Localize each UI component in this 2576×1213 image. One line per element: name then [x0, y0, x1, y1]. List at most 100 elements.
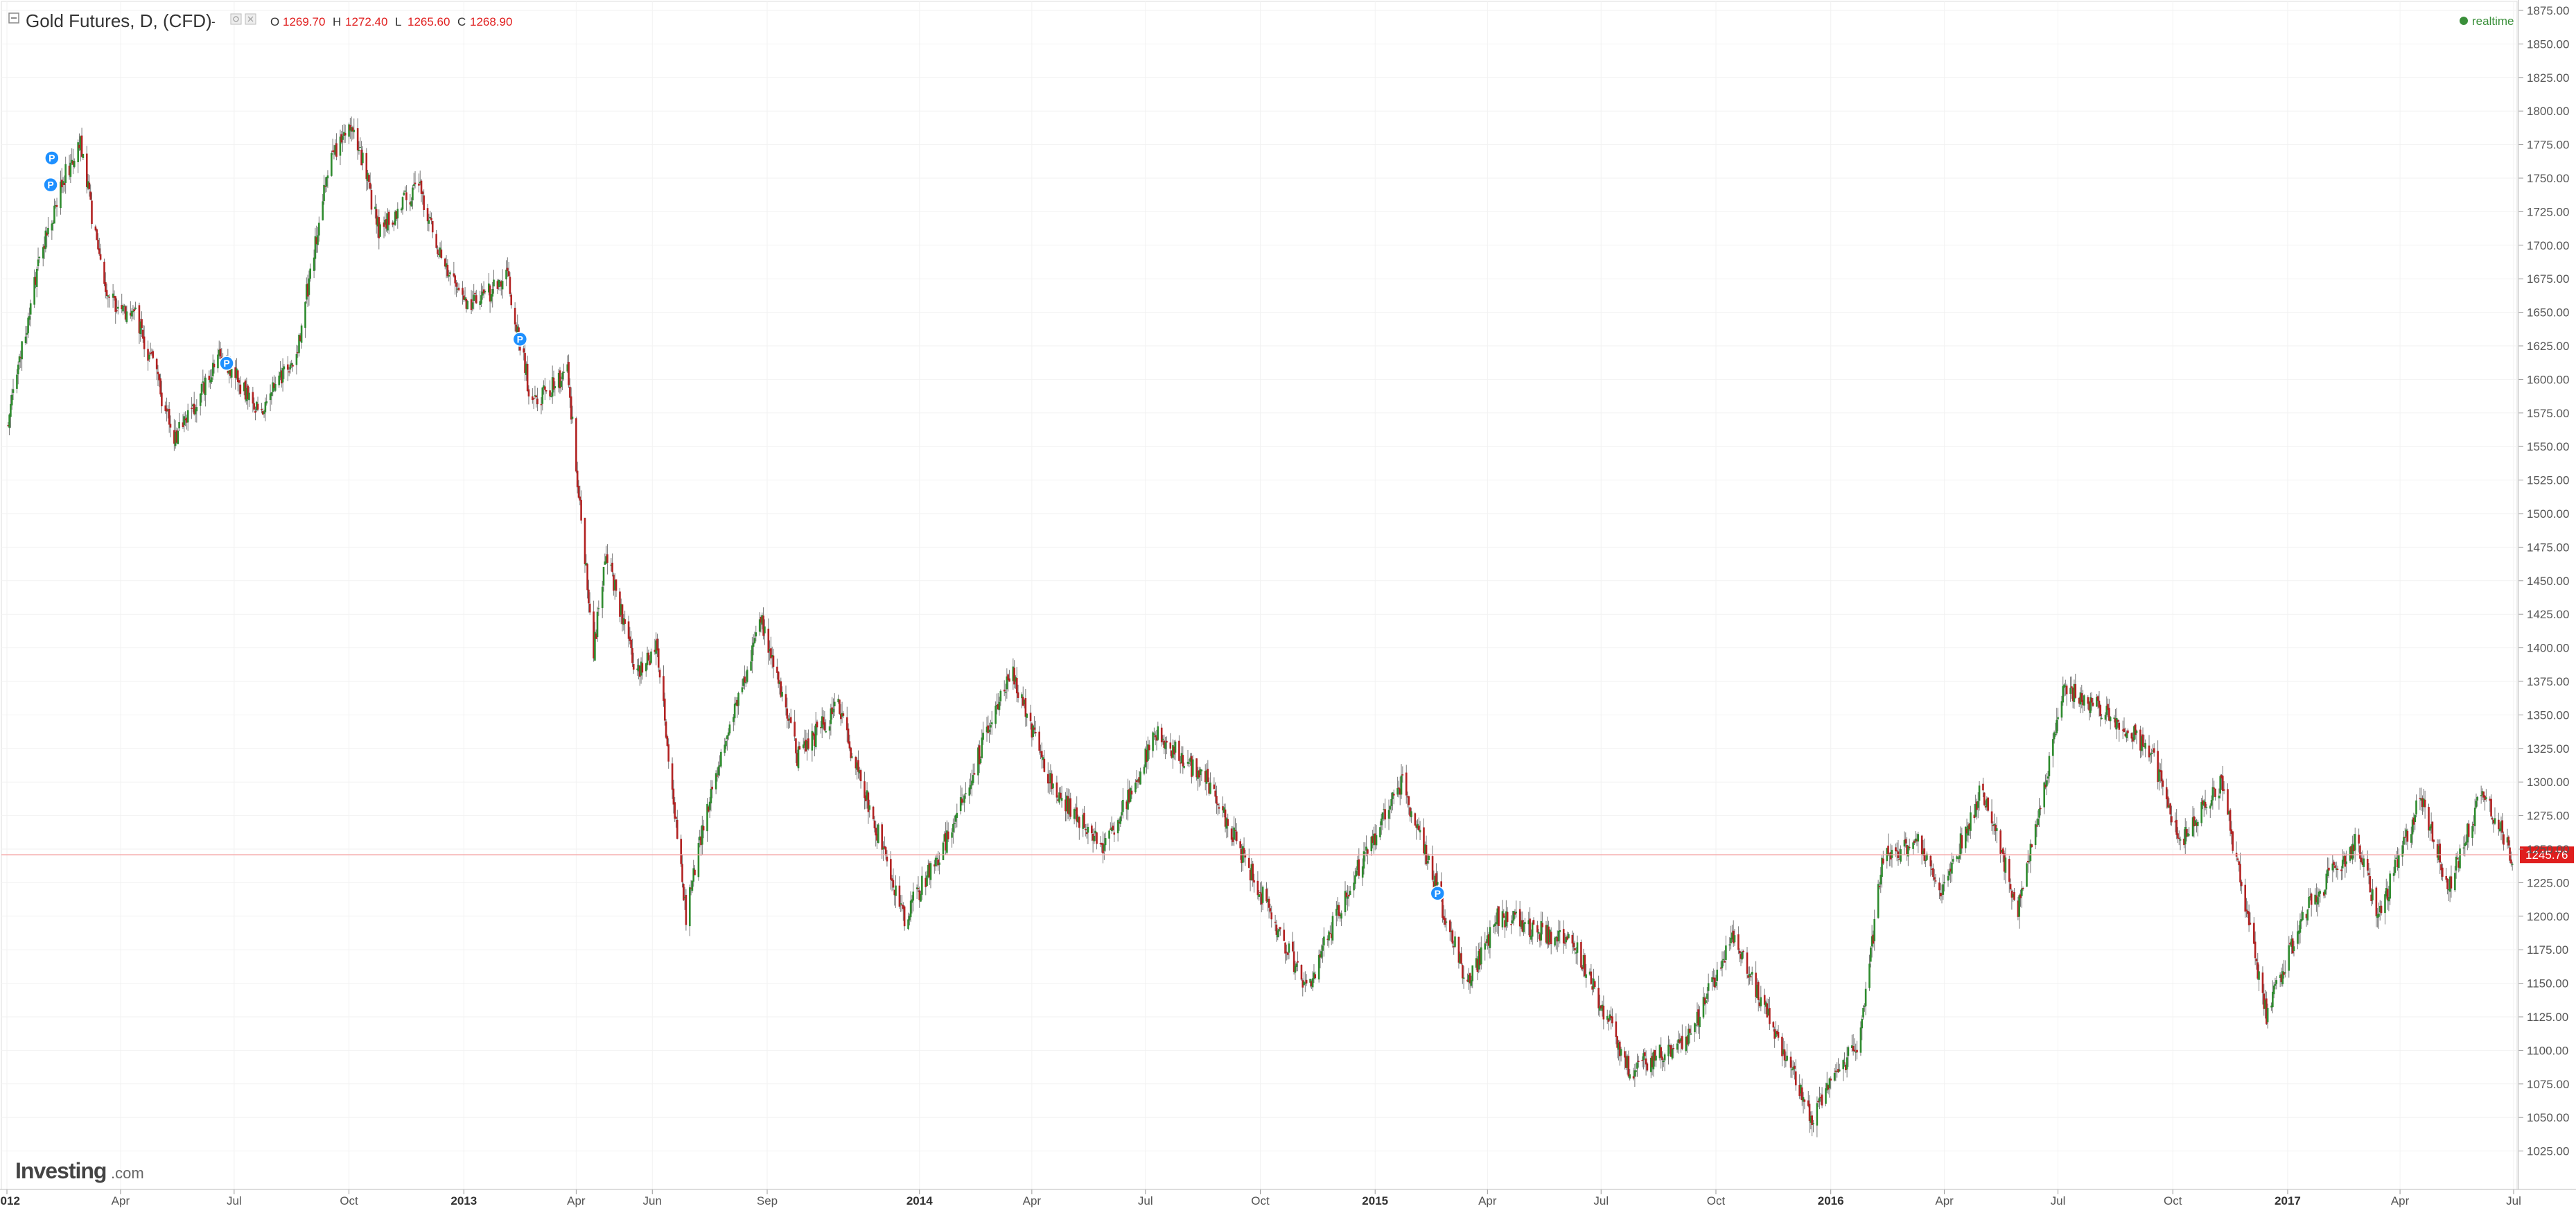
- candle-body[interactable]: [881, 824, 884, 850]
- candle-body[interactable]: [1155, 737, 1158, 741]
- candle-body[interactable]: [1076, 807, 1078, 822]
- candle-body[interactable]: [157, 372, 159, 374]
- candle-body[interactable]: [290, 363, 292, 366]
- candle-body[interactable]: [1207, 769, 1209, 783]
- candle-body[interactable]: [2351, 844, 2354, 860]
- candle-body[interactable]: [2363, 858, 2365, 867]
- candle-body[interactable]: [421, 191, 424, 195]
- candle-body[interactable]: [47, 227, 49, 235]
- candle-body[interactable]: [499, 281, 501, 283]
- candle-body[interactable]: [777, 671, 780, 684]
- candle-body[interactable]: [97, 240, 99, 250]
- candle-body[interactable]: [1968, 823, 1970, 830]
- candle-body[interactable]: [1599, 1006, 1601, 1011]
- candle-body[interactable]: [193, 403, 195, 414]
- candle-body[interactable]: [847, 728, 850, 744]
- candle-body[interactable]: [1331, 916, 1334, 941]
- candle-body[interactable]: [1541, 923, 1543, 927]
- candle-body[interactable]: [1239, 841, 1241, 848]
- candle-body[interactable]: [1087, 827, 1089, 833]
- candle-body[interactable]: [465, 299, 468, 309]
- candle-body[interactable]: [234, 367, 236, 378]
- candle-body[interactable]: [1154, 735, 1157, 738]
- candle-body[interactable]: [1952, 859, 1954, 862]
- candle-body[interactable]: [2462, 847, 2465, 849]
- candle-body[interactable]: [1163, 740, 1166, 748]
- candle-body[interactable]: [280, 370, 283, 384]
- candle-body[interactable]: [1914, 838, 1917, 842]
- candle-body[interactable]: [2274, 984, 2277, 986]
- candle-body[interactable]: [1462, 977, 1465, 979]
- candle-body[interactable]: [368, 175, 370, 182]
- candle-body[interactable]: [1003, 689, 1006, 692]
- candle-body[interactable]: [1278, 929, 1280, 932]
- candle-body[interactable]: [979, 758, 982, 763]
- candle-body[interactable]: [1836, 1071, 1838, 1072]
- candle-body[interactable]: [326, 175, 329, 179]
- candle-body[interactable]: [710, 788, 712, 804]
- candle-body[interactable]: [2414, 814, 2416, 823]
- candle-body[interactable]: [858, 770, 861, 774]
- candle-body[interactable]: [2467, 823, 2469, 843]
- candle-body[interactable]: [1453, 945, 1455, 948]
- candle-body[interactable]: [428, 220, 430, 224]
- candle-body[interactable]: [2475, 801, 2478, 808]
- candle-body[interactable]: [1566, 936, 1568, 940]
- candle-body[interactable]: [369, 182, 371, 189]
- candle-body[interactable]: [2272, 985, 2275, 995]
- candle-body[interactable]: [2315, 895, 2317, 902]
- candle-body[interactable]: [1294, 966, 1297, 973]
- candle-body[interactable]: [340, 134, 343, 143]
- candle-body[interactable]: [1415, 825, 1417, 828]
- candle-body[interactable]: [507, 268, 509, 271]
- candle-body[interactable]: [926, 875, 928, 887]
- candle-body[interactable]: [671, 763, 674, 790]
- candle-body[interactable]: [2098, 700, 2101, 708]
- candle-body[interactable]: [448, 274, 450, 277]
- candle-body[interactable]: [2476, 796, 2479, 801]
- candle-body[interactable]: [1688, 1029, 1690, 1045]
- candle-body[interactable]: [1405, 772, 1408, 796]
- candle-body[interactable]: [1973, 814, 1976, 819]
- candle-body[interactable]: [965, 793, 967, 794]
- candle-body[interactable]: [384, 220, 387, 225]
- candle-body[interactable]: [414, 182, 417, 184]
- candle-body[interactable]: [1878, 886, 1881, 887]
- candle-body[interactable]: [2053, 732, 2056, 740]
- candle-body[interactable]: [620, 604, 622, 616]
- candle-body[interactable]: [893, 889, 896, 896]
- candle-body[interactable]: [2401, 845, 2403, 857]
- candle-body[interactable]: [21, 341, 23, 360]
- candle-body[interactable]: [776, 666, 778, 673]
- candle-body[interactable]: [1933, 877, 1936, 880]
- candle-body[interactable]: [2247, 910, 2249, 914]
- candle-body[interactable]: [611, 562, 613, 573]
- candle-body[interactable]: [1364, 852, 1367, 854]
- candle-body[interactable]: [641, 663, 644, 673]
- candle-body[interactable]: [261, 411, 264, 415]
- candle-body[interactable]: [1191, 756, 1193, 777]
- candle-body[interactable]: [1580, 942, 1582, 968]
- candle-body[interactable]: [1636, 1062, 1638, 1069]
- candle-body[interactable]: [103, 261, 105, 284]
- candle-body[interactable]: [2283, 972, 2285, 975]
- candle-body[interactable]: [909, 900, 912, 918]
- candle-body[interactable]: [16, 374, 18, 389]
- candle-body[interactable]: [1642, 1053, 1645, 1061]
- candle-body[interactable]: [1559, 930, 1561, 932]
- candle-body[interactable]: [676, 819, 678, 839]
- candle-body[interactable]: [430, 218, 432, 221]
- candle-body[interactable]: [2043, 782, 2046, 808]
- event-marker-icon[interactable]: [43, 177, 58, 193]
- candle-body[interactable]: [580, 500, 582, 521]
- candle-body[interactable]: [1872, 934, 1875, 944]
- candle-body[interactable]: [2431, 821, 2434, 841]
- candle-body[interactable]: [1034, 732, 1037, 734]
- candle-body[interactable]: [1549, 930, 1551, 943]
- candle-body[interactable]: [1383, 809, 1385, 810]
- candle-body[interactable]: [2437, 846, 2440, 860]
- candle-body[interactable]: [2300, 919, 2303, 922]
- candle-body[interactable]: [2448, 889, 2450, 891]
- candle-body[interactable]: [8, 414, 10, 428]
- candle-body[interactable]: [1096, 832, 1098, 844]
